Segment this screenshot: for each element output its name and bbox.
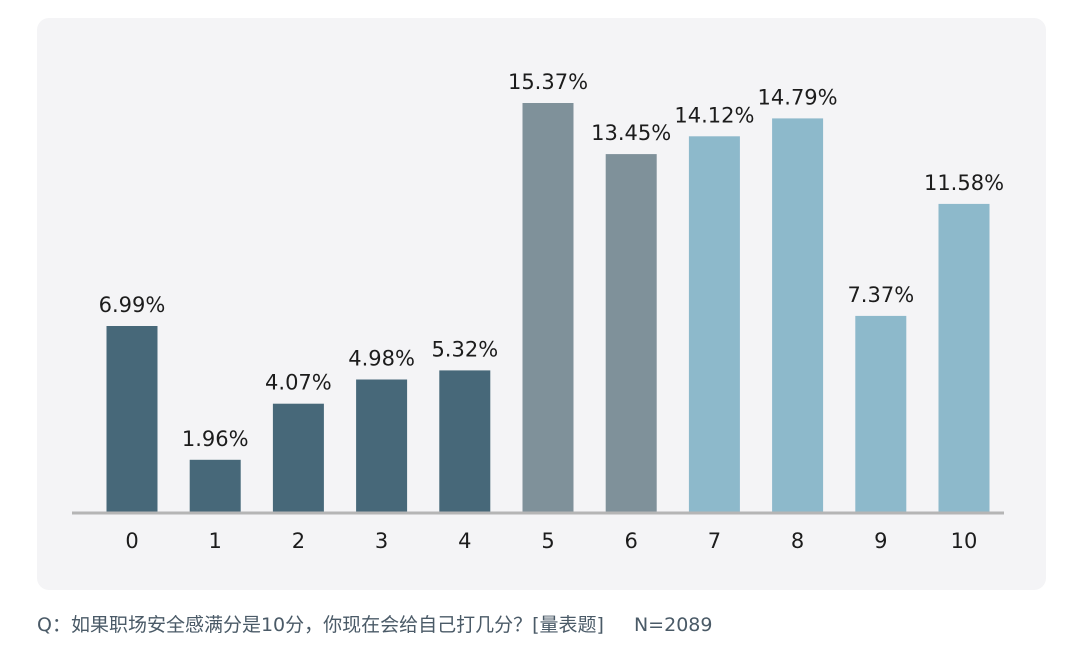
x-tick-0: 0 [125,529,138,553]
value-label-2: 4.07% [265,371,332,395]
x-tick-3: 3 [375,529,388,553]
bar-6 [605,154,657,512]
value-label-10: 11.58% [924,171,1004,195]
x-tick-labels: 0 1 2 3 4 5 6 7 8 9 10 [125,529,977,553]
bar-2 [272,403,324,512]
bar-4 [439,370,491,512]
value-label-6: 13.45% [591,121,671,145]
value-label-8: 14.79% [758,85,838,109]
bar-0 [106,326,158,512]
x-tick-7: 7 [708,529,721,553]
bar-chart: 6.99%1.96%4.07%4.98% 5.32%15.37%13.45%14.… [72,70,1004,553]
value-label-0: 6.99% [99,293,166,317]
bar-5 [522,103,574,512]
x-tick-1: 1 [209,529,222,553]
value-label-4: 5.32% [431,337,498,361]
x-tick-9: 9 [874,529,887,553]
x-tick-10: 10 [951,529,978,553]
bar-8 [772,118,824,513]
value-label-7: 14.12% [674,103,754,127]
value-label-1: 1.96% [182,427,249,451]
chart-caption: Q：如果职场安全感满分是10分，你现在会给自己打几分？[量表题] N=2089 [37,610,712,637]
x-tick-4: 4 [458,529,471,553]
x-tick-5: 5 [541,529,554,553]
x-tick-6: 6 [625,529,638,553]
bar-1 [189,459,241,512]
value-label-9: 7.37% [847,283,914,307]
labels-layer: 6.99%1.96%4.07%4.98% 5.32%15.37%13.45%14.… [99,70,1004,451]
value-label-5: 15.37% [508,70,588,94]
bar-10 [938,203,990,512]
sample-size: N=2089 [633,614,713,636]
x-tick-8: 8 [791,529,804,553]
bar-3 [356,379,408,512]
question-text: Q：如果职场安全感满分是10分，你现在会给自己打几分？[量表题] [37,614,604,636]
bar-7 [688,136,740,513]
value-label-3: 4.98% [348,347,415,371]
bar-9 [855,315,907,512]
x-tick-2: 2 [292,529,305,553]
bars-layer [106,103,990,513]
